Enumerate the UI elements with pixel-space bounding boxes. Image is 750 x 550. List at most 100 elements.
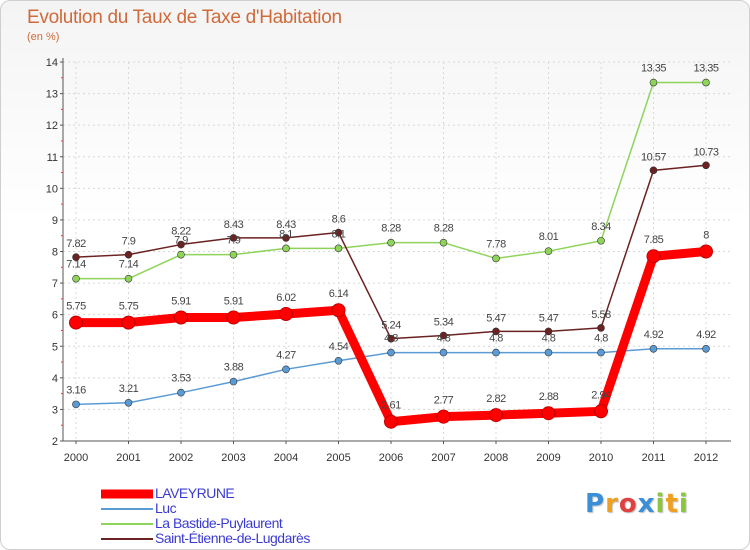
data-label: 4.8 <box>384 333 398 345</box>
data-label: 8.43 <box>276 219 296 231</box>
data-label: 7.14 <box>119 259 139 271</box>
data-point <box>702 78 710 87</box>
data-point <box>699 244 713 259</box>
y-tick-label: 4 <box>52 373 58 385</box>
x-tick-label: 2009 <box>536 452 560 464</box>
data-label: 8.6 <box>332 214 346 226</box>
legend: LAVEYRUNE Luc La Bastide-Puylaurent Saint-É… <box>101 486 401 546</box>
data-point <box>331 303 346 318</box>
data-point <box>177 240 185 249</box>
data-point <box>177 388 185 397</box>
data-label: 5.34 <box>434 317 454 329</box>
data-label: 5.58 <box>591 309 611 321</box>
data-label: 5.47 <box>486 312 506 324</box>
y-tick-label: 12 <box>46 120 58 132</box>
y-tick-label: 8 <box>52 247 58 259</box>
data-point <box>124 250 133 259</box>
x-tick-label: 2010 <box>589 452 613 464</box>
y-tick-label: 7 <box>52 278 58 290</box>
data-label: 7.14 <box>66 259 86 271</box>
data-point <box>334 228 343 237</box>
logo-letter: P <box>585 489 606 519</box>
data-label: 4.92 <box>696 329 716 341</box>
data-point <box>229 377 238 386</box>
data-label: 8.1 <box>279 228 293 240</box>
x-tick-label: 2007 <box>431 452 455 464</box>
x-tick-label: 2011 <box>642 452 666 464</box>
data-label: 7.82 <box>66 238 86 250</box>
data-point <box>177 250 185 259</box>
data-point <box>492 327 500 336</box>
series-0 <box>69 244 713 429</box>
data-label: 10.73 <box>693 146 718 158</box>
legend-label: Luc <box>155 500 177 516</box>
data-point <box>282 365 290 374</box>
data-point <box>439 331 448 340</box>
legend-label: LAVEYRUNE <box>155 485 235 501</box>
x-tick-label: 2012 <box>694 452 718 464</box>
data-label: 4.54 <box>329 341 349 353</box>
data-label: 2.82 <box>486 393 506 405</box>
data-label: 5.75 <box>119 301 139 313</box>
proxiti-logo: Proxiti <box>585 489 689 519</box>
logo-letter: o <box>618 489 638 519</box>
data-point <box>544 247 553 255</box>
data-point <box>229 250 238 259</box>
data-point <box>541 406 556 421</box>
legend-item: La Bastide-Puylaurent <box>101 516 401 531</box>
data-label: 7.85 <box>644 234 664 246</box>
data-label: 5.24 <box>381 320 401 332</box>
data-point <box>69 315 83 330</box>
y-tick-label: 3 <box>52 404 58 416</box>
series-line <box>76 81 706 280</box>
data-point <box>492 348 500 357</box>
legend-swatch <box>101 522 153 525</box>
series-1 <box>72 344 710 409</box>
x-tick-label: 2006 <box>379 452 403 464</box>
x-tick-label: 2001 <box>116 452 140 464</box>
x-tick-label: 2000 <box>64 452 88 464</box>
data-label: 4.8 <box>489 333 503 345</box>
data-point <box>72 253 80 261</box>
logo-letter: i <box>655 489 666 519</box>
data-point <box>387 348 395 357</box>
data-point <box>334 356 343 365</box>
x-tick-label: 2005 <box>326 452 350 464</box>
data-point <box>436 409 451 424</box>
data-label: 3.53 <box>171 373 191 385</box>
y-tick-label: 13 <box>46 89 58 101</box>
data-point <box>387 238 395 247</box>
data-label: 8 <box>703 230 709 242</box>
data-point <box>387 334 395 343</box>
legend-label: Saint-Étienne-de-Lugdarès <box>155 530 310 546</box>
data-label: 5.91 <box>224 296 244 308</box>
data-point <box>649 166 658 175</box>
data-point <box>229 234 238 242</box>
data-label: 7.78 <box>486 238 506 250</box>
data-label: 4.27 <box>276 349 296 361</box>
data-point <box>226 310 241 325</box>
y-tick-label: 5 <box>52 341 58 353</box>
chart-title: Evolution du Taux de Taxe d'Habitation <box>27 7 342 28</box>
data-label: 2.88 <box>539 391 559 403</box>
data-label: 2.61 <box>381 400 401 412</box>
legend-label: La Bastide-Puylaurent <box>155 515 283 531</box>
data-point <box>282 244 290 253</box>
data-label: 13.35 <box>641 63 666 75</box>
data-point <box>646 249 661 264</box>
data-labels-0: 5.75 5.75 5.91 5.91 6.02 6.14 2.61 2.77 2.82 2.88… <box>66 230 709 412</box>
data-point <box>649 344 658 353</box>
data-label: 8.28 <box>434 223 454 235</box>
data-label: 2.77 <box>434 395 454 407</box>
data-point <box>597 324 605 332</box>
y-tick-label: 11 <box>47 152 58 164</box>
legend-item: Saint-Étienne-de-Lugdarès <box>101 531 401 546</box>
data-label: 8.01 <box>539 231 559 243</box>
data-point <box>334 244 343 253</box>
y-tick-label: 14 <box>46 57 58 69</box>
data-point <box>124 274 133 283</box>
data-labels-2: 7.14 7.14 7.9 7.9 8.1 8.1 8.28 8.28 7.78 8.01 8.34… <box>66 63 719 271</box>
data-point <box>594 404 608 419</box>
data-point <box>702 161 710 170</box>
